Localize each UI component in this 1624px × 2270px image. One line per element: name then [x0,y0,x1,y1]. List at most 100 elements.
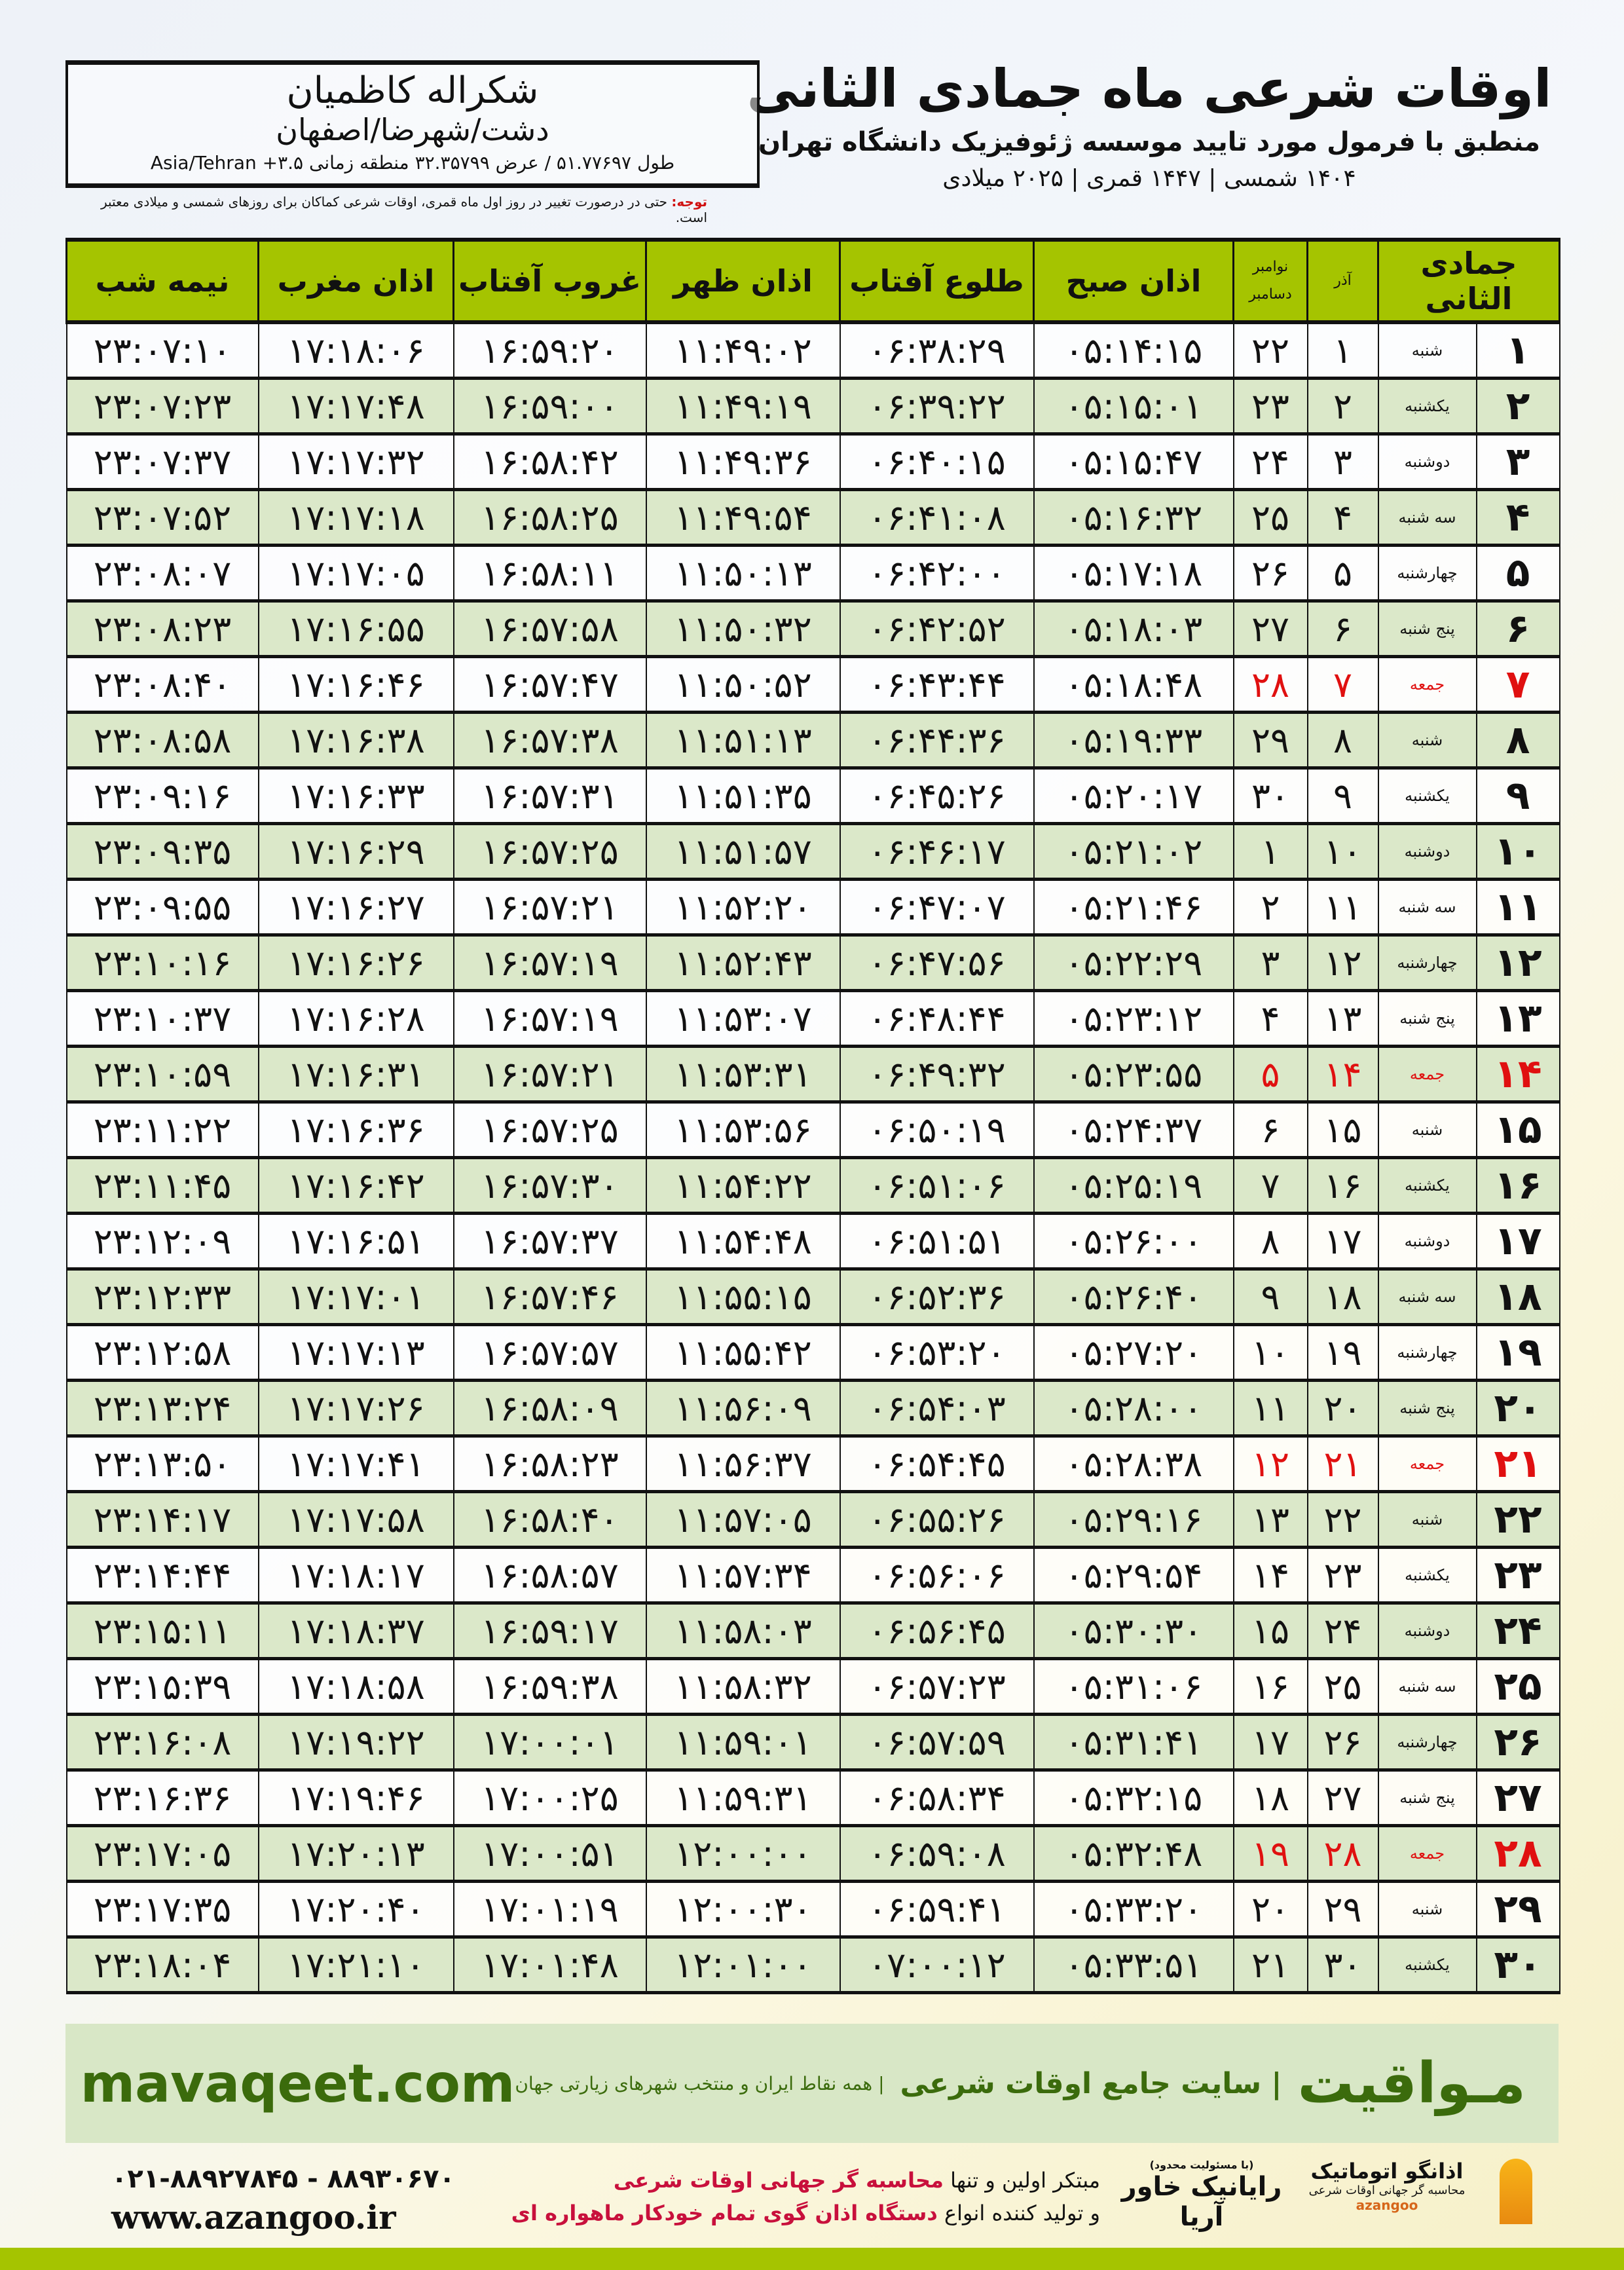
maghreb-time: ۱۷:۱۶:۵۱ [257,1212,454,1271]
gregorian-day: ۲ [1232,878,1308,937]
azar-day: ۱۳ [1306,990,1379,1048]
maghreb-time: ۱۷:۱۷:۱۸ [257,489,454,547]
sobh-time: ۰۵:۱۸:۴۸ [1033,656,1234,714]
day-number: ۱ [1475,322,1560,380]
gregorian-day: ۱۱ [1232,1379,1308,1438]
zohr-time: ۱۱:۵۴:۲۲ [645,1157,841,1215]
location-box: شکراله کاظمیان دشت/شهرضا/اصفهان طول ۵۱.۷… [65,60,760,188]
azar-day: ۲۱ [1306,1435,1379,1493]
sobh-time: ۰۵:۲۳:۱۲ [1033,990,1234,1048]
tolu-time: ۰۷:۰۰:۱۲ [839,1936,1035,1994]
sobh-time: ۰۵:۲۰:۱۷ [1033,767,1234,825]
weekday: شنبه [1377,711,1477,770]
ghurub-time: ۱۷:۰۰:۲۵ [452,1769,647,1827]
tolu-time: ۰۶:۵۶:۰۶ [839,1546,1035,1605]
azangoo-website[interactable]: www.azangoo.ir [111,2198,396,2237]
maghreb-time: ۱۷:۱۷:۵۸ [257,1491,454,1549]
zohr-time: ۱۱:۵۸:۰۳ [645,1602,841,1660]
tolu-time: ۰۶:۴۳:۴۴ [839,656,1035,714]
sobh-time: ۰۵:۲۸:۰۰ [1033,1379,1234,1438]
zohr-time: ۱۱:۵۰:۱۳ [645,544,841,603]
logo-small-text: محاسبه گر جهانی اوقات شرعی [1308,2184,1466,2197]
page-subtitle: منطبق با فرمول مورد تایید موسسه ژئوفیزیک… [758,127,1541,157]
tolu-time: ۰۶:۴۷:۰۷ [839,878,1035,937]
maghreb-time: ۱۷:۲۰:۴۰ [257,1880,454,1939]
sobh-time: ۰۵:۱۴:۱۵ [1033,322,1234,380]
ghurub-time: ۱۶:۵۸:۴۰ [452,1491,647,1549]
slogan-text: و تولید کننده انواع [937,2201,1100,2225]
gregorian-day: ۱۶ [1232,1658,1308,1716]
header-day: جمادی الثانی [1376,238,1561,324]
azar-day: ۲۲ [1306,1491,1379,1549]
sobh-time: ۰۵:۳۰:۳۰ [1033,1602,1234,1660]
day-number: ۱۵ [1475,1101,1560,1159]
gregorian-day: ۱۳ [1232,1491,1308,1549]
azar-day: ۱۰ [1306,823,1379,881]
gregorian-day: ۱۵ [1232,1602,1308,1660]
zohr-time: ۱۱:۵۱:۵۷ [645,823,841,881]
gregorian-day: ۷ [1232,1157,1308,1215]
logo-small-text: (با مسئولیت محدود) [1149,2159,1254,2171]
table-row: ۱۵ شنبه ۱۵ ۶ ۰۵:۲۴:۳۷ ۰۶:۵۰:۱۹ ۱۱:۵۳:۵۶ ۱۶:۵۷:۲… [65,1101,1560,1159]
slogan-highlight: دستگاه اذان گوی تمام خودکار ماهواره ای [511,2201,938,2225]
tolu-time: ۰۶:۵۰:۱۹ [839,1101,1035,1159]
tolu-time: ۰۶:۵۷:۵۹ [839,1713,1035,1772]
gregorian-day: ۶ [1232,1101,1308,1159]
zohr-time: ۱۱:۵۱:۱۳ [645,711,841,770]
weekday: جمعه [1377,1045,1477,1104]
location-name: شکراله کاظمیان [286,69,539,112]
weekday: پنج شنبه [1377,1769,1477,1827]
weekday: یکشنبه [1377,377,1477,436]
nime-shab-time: ۲۳:۱۶:۳۶ [65,1769,259,1827]
tolu-time: ۰۶:۴۴:۳۶ [839,711,1035,770]
maghreb-time: ۱۷:۱۶:۳۸ [257,711,454,770]
day-number: ۱۶ [1475,1157,1560,1215]
sobh-time: ۰۵:۲۹:۱۶ [1033,1491,1234,1549]
zohr-time: ۱۱:۵۹:۳۱ [645,1769,841,1827]
nime-shab-time: ۲۳:۱۰:۳۷ [65,990,259,1048]
maghreb-time: ۱۷:۱۷:۰۵ [257,544,454,603]
gregorian-day: ۱۹ [1232,1825,1308,1883]
maghreb-time: ۱۷:۱۹:۴۶ [257,1769,454,1827]
website-link[interactable]: mavaqeet.com [80,2053,515,2114]
table-row: ۵ چهارشنبه ۵ ۲۶ ۰۵:۱۷:۱۸ ۰۶:۴۲:۰۰ ۱۱:۵۰:۱۳ ۱۶:۵… [65,544,1560,603]
zohr-time: ۱۱:۵۶:۳۷ [645,1435,841,1493]
nime-shab-time: ۲۳:۱۷:۰۵ [65,1825,259,1883]
sobh-time: ۰۵:۲۷:۲۰ [1033,1324,1234,1382]
ghurub-time: ۱۷:۰۱:۱۹ [452,1880,647,1939]
header-tolu: طلوع آفتاب [839,238,1035,324]
nime-shab-time: ۲۳:۱۱:۲۲ [65,1101,259,1159]
table-header-row: جمادی الثانی آذر نوامبر دسامبر اذان صبح ط… [65,238,1561,324]
weekday: شنبه [1377,1101,1477,1159]
slogan: مبتکر اولین و تنها محاسبه گر جهانی اوقات… [432,2164,1100,2229]
nime-shab-time: ۲۳:۱۳:۲۴ [65,1379,259,1438]
gregorian-day: ۱ [1232,823,1308,881]
weekday: جمعه [1377,656,1477,714]
tolu-time: ۰۶:۵۲:۳۶ [839,1268,1035,1326]
zohr-time: ۱۱:۵۳:۵۶ [645,1101,841,1159]
nime-shab-time: ۲۳:۱۳:۵۰ [65,1435,259,1493]
tolu-time: ۰۶:۵۸:۳۴ [839,1769,1035,1827]
table-row: ۱۲ چهارشنبه ۱۲ ۳ ۰۵:۲۲:۲۹ ۰۶:۴۷:۵۶ ۱۱:۵۲:۴۳ ۱۶:… [65,934,1560,992]
gregorian-day: ۹ [1232,1268,1308,1326]
sobh-time: ۰۵:۲۲:۲۹ [1033,934,1234,992]
weekday: دوشنبه [1377,1602,1477,1660]
ghurub-time: ۱۶:۵۷:۲۱ [452,1045,647,1104]
sobh-time: ۰۵:۲۶:۰۰ [1033,1212,1234,1271]
maghreb-time: ۱۷:۱۶:۳۶ [257,1101,454,1159]
azar-day: ۲۵ [1306,1658,1379,1716]
zohr-time: ۱۱:۵۸:۳۲ [645,1658,841,1716]
year-line: ۱۴۰۴ شمسی | ۱۴۴۷ قمری | ۲۰۲۵ میلادی [942,165,1356,192]
header-maghreb: اذان مغرب [257,238,454,324]
gregorian-day: ۲۵ [1232,489,1308,547]
weekday: شنبه [1377,1880,1477,1939]
table-row: ۲۳ یکشنبه ۲۳ ۱۴ ۰۵:۲۹:۵۴ ۰۶:۵۶:۰۶ ۱۱:۵۷:۳۴ ۱۶:۵… [65,1546,1560,1605]
slogan-text: مبتکر اولین و تنها [943,2168,1100,2193]
slogan-highlight: محاسبه گر جهانی اوقات شرعی [613,2168,944,2193]
sobh-time: ۰۵:۱۸:۰۳ [1033,600,1234,658]
azar-day: ۷ [1306,656,1379,714]
table-row: ۲۴ دوشنبه ۲۴ ۱۵ ۰۵:۳۰:۳۰ ۰۶:۵۶:۴۵ ۱۱:۵۸:۰۳ ۱۶:۵… [65,1602,1560,1660]
azar-day: ۱۶ [1306,1157,1379,1215]
zohr-time: ۱۱:۵۲:۲۰ [645,878,841,937]
weekday: یکشنبه [1377,767,1477,825]
